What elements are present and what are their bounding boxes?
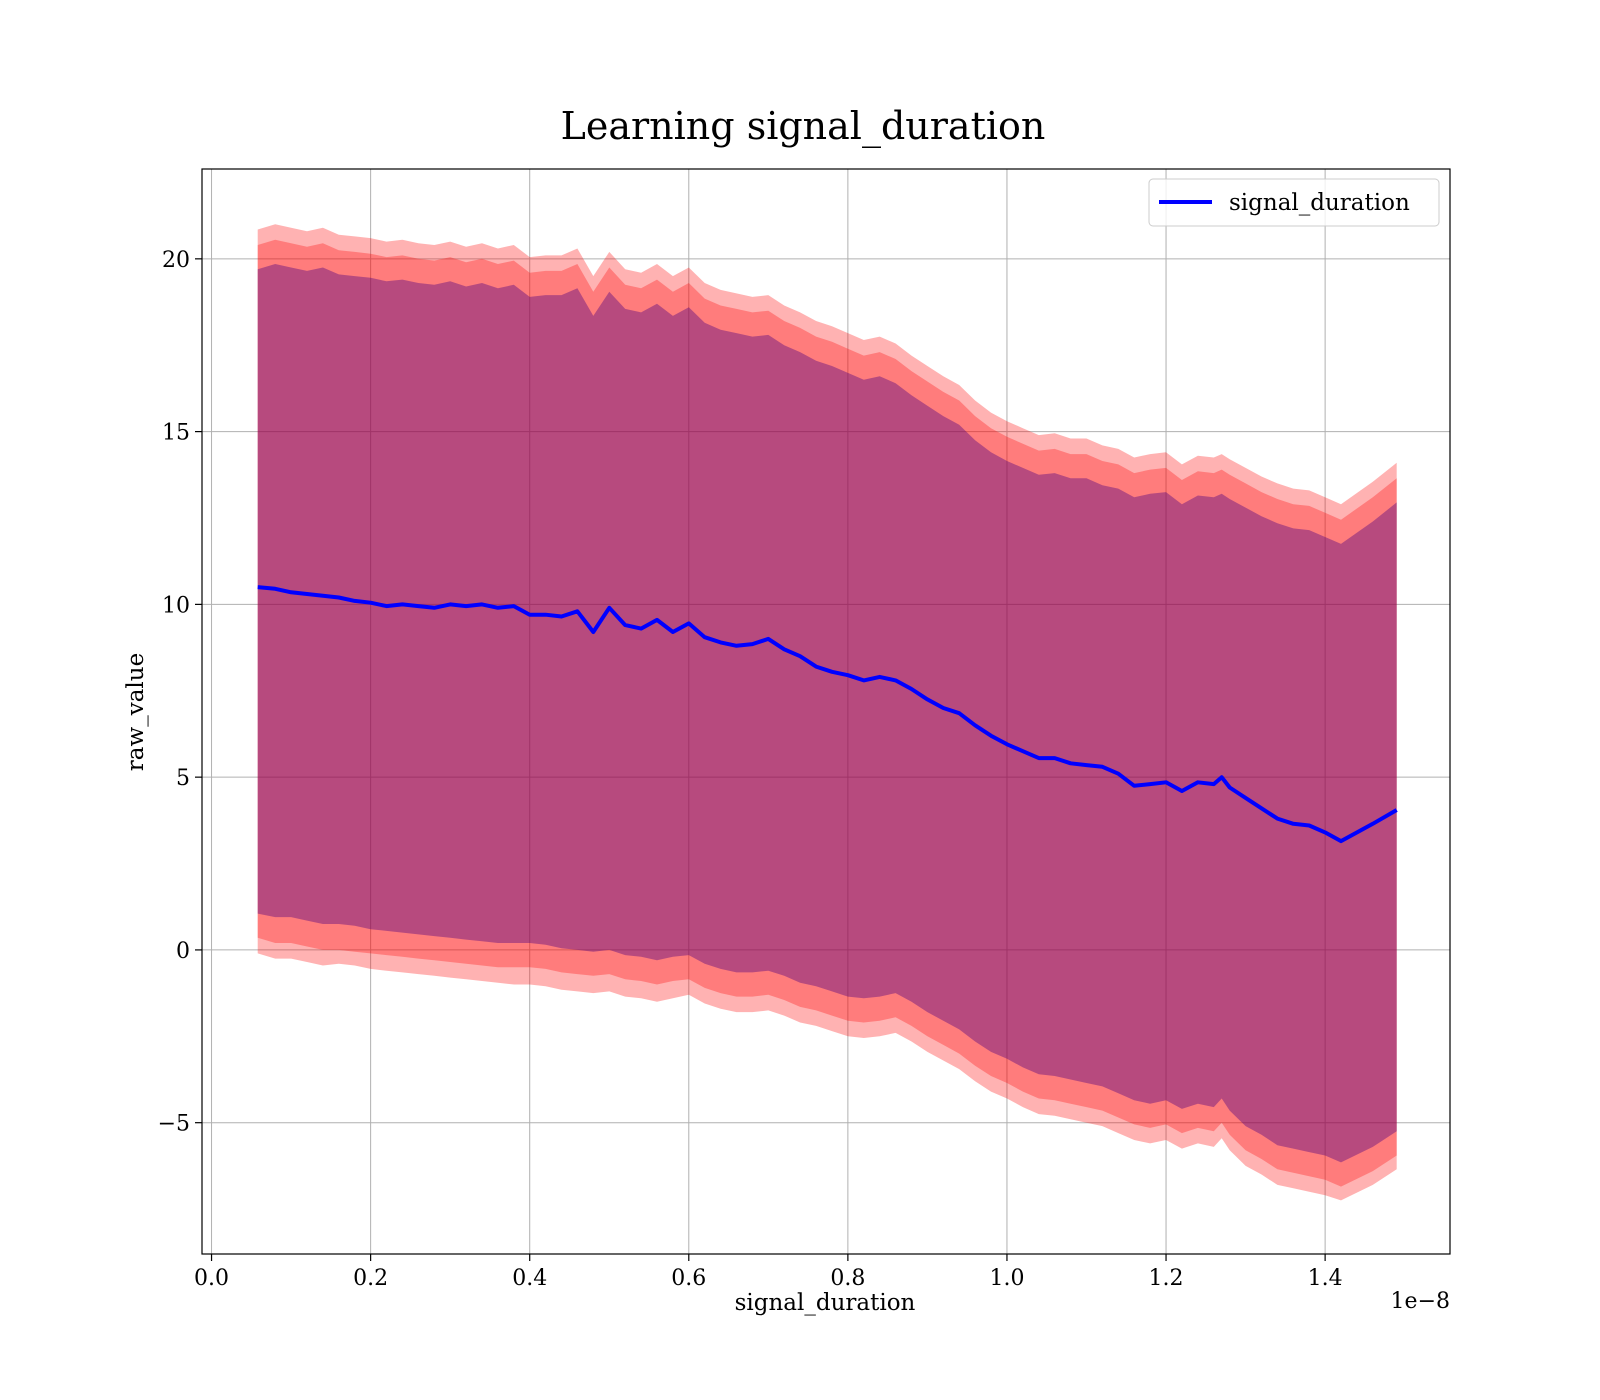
- y-tick-label: 15: [162, 421, 190, 446]
- y-tick-label: 0: [176, 939, 190, 964]
- line-layer: [257, 585, 1398, 844]
- x-tick-label: 0.8: [830, 1266, 865, 1291]
- y-tick-label: 10: [162, 593, 190, 618]
- tick-layer: 0.0 0.2 0.4 0.6 0.8 1.0 1.2 1.4 −5 0 5 10 15 20: [158, 248, 1343, 1291]
- x-axis-label: signal_duration: [735, 1290, 916, 1316]
- series-line-0: [257, 585, 1398, 844]
- y-tick-label: 5: [176, 766, 190, 791]
- chart-title: Learning signal_duration: [561, 104, 1046, 149]
- grid-layer: [202, 169, 1450, 1254]
- y-tick-label: −5: [158, 1112, 190, 1137]
- legend-box: [1148, 178, 1440, 227]
- legend-label: signal_duration: [1229, 190, 1410, 216]
- x-tick-label: 0.4: [512, 1266, 547, 1291]
- y-tick-label: 20: [162, 248, 190, 273]
- plot-frame: [201, 168, 1451, 1255]
- x-tick-label: 1.2: [1149, 1266, 1184, 1291]
- y-axis-label: raw_value: [123, 653, 149, 771]
- x-offset-text: 1e−8: [1391, 1289, 1450, 1314]
- confidence-band-0: [257, 224, 1397, 1201]
- x-tick-label: 0.2: [353, 1266, 388, 1291]
- confidence-band-2: [257, 264, 1397, 1163]
- confidence-band-1: [257, 239, 1397, 1187]
- x-tick-label: 1.4: [1308, 1266, 1343, 1291]
- x-tick-label: 0.6: [671, 1266, 706, 1291]
- band-layer: [257, 224, 1397, 1201]
- x-tick-label: 0.0: [194, 1266, 229, 1291]
- legend: signal_duration: [1148, 178, 1440, 227]
- x-tick-label: 1.0: [989, 1266, 1024, 1291]
